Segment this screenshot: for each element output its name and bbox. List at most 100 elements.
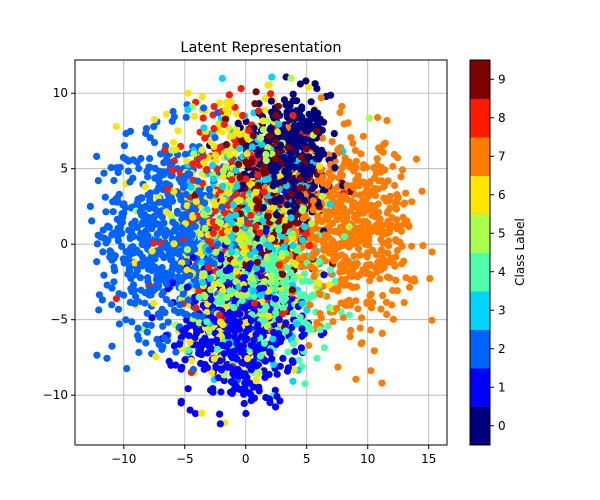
scatter-point	[349, 139, 357, 147]
scatter-point	[183, 283, 191, 291]
scatter-point	[206, 191, 214, 199]
scatter-point	[352, 297, 360, 305]
scatter-point	[225, 91, 233, 99]
scatter-point	[342, 281, 350, 289]
scatter-point	[219, 196, 227, 204]
scatter-point	[229, 201, 237, 209]
scatter-point	[266, 243, 274, 251]
scatter-point	[330, 209, 338, 218]
scatter-point	[210, 198, 218, 206]
scatter-point	[336, 108, 344, 117]
x-tick-label: −5	[176, 452, 194, 466]
scatter-point	[374, 228, 382, 236]
scatter-point	[301, 196, 309, 204]
scatter-point	[237, 332, 246, 340]
scatter-point	[280, 153, 288, 161]
scatter-point	[128, 318, 136, 326]
scatter-point	[328, 138, 336, 146]
scatter-point	[352, 283, 361, 291]
scatter-point	[242, 409, 250, 418]
scatter-point	[150, 123, 158, 131]
scatter-point	[207, 286, 215, 294]
scatter-point	[298, 117, 306, 125]
scatter-point	[349, 270, 358, 279]
x-tick-label: −10	[111, 452, 136, 466]
scatter-point	[347, 134, 355, 142]
scatter-point	[379, 292, 387, 300]
scatter-point	[195, 187, 203, 195]
scatter-point	[231, 258, 239, 266]
scatter-point	[201, 199, 209, 207]
scatter-point	[311, 266, 319, 274]
colorbar-tick-label: 8	[498, 111, 506, 125]
scatter-point	[239, 347, 247, 355]
scatter-point	[345, 311, 353, 319]
scatter-point	[274, 102, 282, 110]
scatter-point	[189, 253, 197, 262]
scatter-point	[358, 339, 366, 347]
scatter-point	[267, 90, 275, 98]
scatter-point	[260, 163, 268, 171]
scatter-point	[293, 126, 301, 134]
scatter-point	[211, 151, 220, 159]
scatter-point	[244, 161, 252, 169]
scatter-point	[170, 187, 178, 195]
scatter-point	[264, 144, 272, 152]
scatter-point	[374, 200, 382, 208]
scatter-point	[234, 365, 242, 373]
scatter-point	[250, 394, 258, 402]
scatter-point	[212, 336, 221, 344]
colorbar-tick-label: 9	[498, 72, 506, 86]
scatter-point	[309, 197, 317, 205]
scatter-point	[383, 117, 391, 125]
scatter-point	[156, 173, 164, 181]
scatter-point	[204, 263, 213, 271]
scatter-point	[265, 132, 274, 140]
scatter-point	[314, 212, 322, 220]
scatter-point	[339, 313, 347, 321]
scatter-point	[398, 260, 406, 268]
scatter-point	[201, 360, 209, 369]
scatter-point	[222, 141, 231, 149]
scatter-point	[314, 177, 322, 185]
scatter-point	[249, 287, 257, 295]
scatter-point	[347, 326, 355, 335]
scatter-point	[304, 118, 312, 126]
scatter-point	[376, 275, 384, 283]
scatter-point	[320, 271, 328, 279]
scatter-point	[280, 177, 288, 185]
scatter-point	[303, 153, 311, 161]
scatter-point	[216, 99, 224, 107]
scatter-point	[263, 322, 271, 330]
scatter-point	[275, 315, 283, 323]
scatter-point	[210, 355, 218, 363]
scatter-point	[242, 175, 250, 183]
scatter-point	[335, 201, 343, 209]
scatter-point	[132, 293, 140, 301]
scatter-point	[302, 77, 310, 85]
scatter-point	[224, 215, 232, 223]
scatter-point	[319, 238, 328, 246]
scatter-point	[382, 298, 390, 306]
scatter-point	[274, 120, 283, 128]
scatter-point	[219, 182, 227, 190]
scatter-point	[112, 295, 120, 303]
scatter-point	[201, 224, 209, 232]
scatter-point	[169, 166, 177, 174]
scatter-point	[155, 198, 163, 206]
scatter-point	[102, 239, 110, 247]
scatter-point	[301, 135, 310, 144]
scatter-point	[205, 185, 214, 193]
scatter-point	[298, 103, 306, 111]
scatter-point	[381, 166, 389, 174]
scatter-point	[257, 134, 265, 142]
scatter-point	[325, 151, 333, 159]
scatter-point	[276, 195, 284, 203]
scatter-point	[268, 355, 276, 363]
scatter-point	[224, 316, 232, 325]
scatter-point	[124, 270, 132, 278]
scatter-point	[233, 182, 241, 190]
scatter-point	[251, 100, 259, 108]
scatter-point	[236, 173, 244, 181]
scatter-point	[297, 184, 305, 192]
